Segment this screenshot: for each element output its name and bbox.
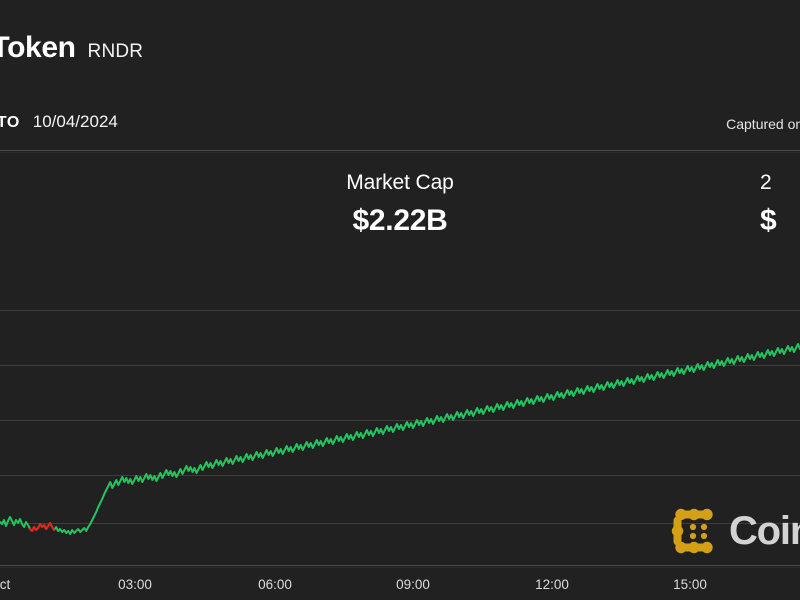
header-divider [0, 150, 800, 151]
x-axis-tick-2: 06:00 [258, 577, 292, 592]
asset-ticker: RNDR [87, 41, 144, 62]
metric-secondary-value: $ [760, 204, 777, 238]
metric-secondary-label: 2 [760, 171, 772, 194]
series-line-down [29, 522, 56, 532]
series-line-up [0, 343, 800, 535]
x-axis-tick-1: 03:00 [118, 577, 152, 592]
chart-gridlines [0, 310, 800, 524]
header-divider-shadow [0, 152, 800, 153]
chart-plot-area[interactable] [0, 253, 800, 565]
asset-title: der Token RNDR [0, 33, 143, 63]
asset-name: der Token [0, 31, 76, 64]
metric-market-cap-value: $2.22B [352, 204, 448, 238]
date-to: 10/04/2024 [32, 112, 118, 131]
x-axis-tick-0: ct [0, 577, 11, 592]
x-axis-line [0, 565, 800, 566]
date-range-separator: TO [0, 114, 20, 131]
chart-x-axis: ct 03:00 06:00 09:00 12:00 15:00 [0, 565, 800, 600]
market-cap-line-chart[interactable] [0, 253, 800, 565]
metric-market-cap-label: Market Cap [346, 171, 454, 194]
date-range[interactable]: 2024 TO 10/04/2024 [0, 113, 118, 131]
x-axis-line-shadow [0, 567, 800, 568]
metrics-row: Market Cap $2.22B 2 $ [0, 153, 800, 253]
captured-timestamp: Captured on 10/04/ [726, 116, 800, 132]
chart-series-group [0, 343, 800, 535]
chart-header: der Token RNDR 2024 TO 10/04/2024 Captur… [0, 0, 800, 150]
x-axis-tick-3: 09:00 [396, 577, 430, 592]
x-axis-tick-5: 15:00 [673, 577, 707, 592]
metric-market-cap: Market Cap $2.22B [245, 171, 555, 239]
x-axis-tick-4: 12:00 [535, 577, 569, 592]
metric-secondary: 2 $ [760, 171, 800, 239]
